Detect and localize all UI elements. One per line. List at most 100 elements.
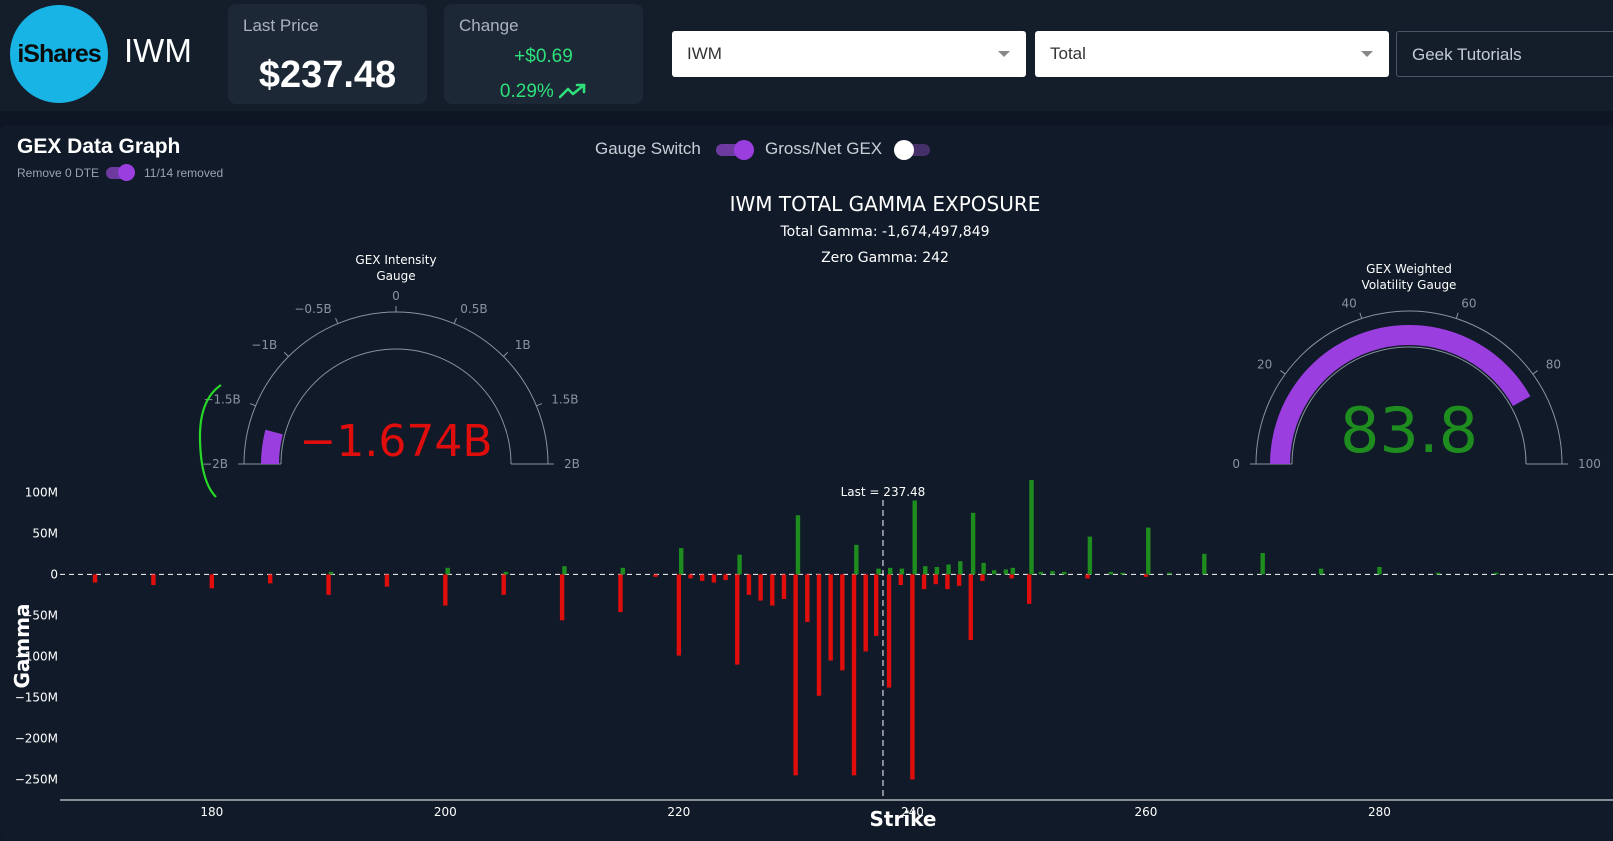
gauge-tick	[1532, 370, 1538, 375]
gross-net-toggle[interactable]	[894, 140, 930, 160]
gauge-tick-label: 40	[1341, 296, 1356, 310]
gamma-bar	[958, 561, 963, 575]
gamma-bar	[746, 574, 752, 595]
gamma-bar	[793, 574, 798, 776]
remove-0dte-toggle[interactable]	[106, 164, 135, 181]
gamma-bar	[1494, 572, 1499, 575]
gamma-bar	[758, 574, 763, 601]
ticker-select[interactable]: IWM	[672, 31, 1026, 77]
intensity-gauge-title: GEX Intensity	[355, 253, 436, 267]
last-price-label: Last = 237.48	[841, 485, 926, 499]
gamma-bar	[620, 567, 626, 575]
gauge-tick	[1359, 312, 1363, 319]
gamma-bar	[1061, 571, 1067, 575]
gauge-value-bar	[261, 429, 283, 465]
gauge-tick-label: 100	[1578, 457, 1601, 471]
gamma-bar	[1108, 571, 1114, 575]
gamma-bar	[1029, 480, 1034, 575]
gauge-tick-label: −0.5B	[294, 302, 331, 316]
logo-text: iShares	[17, 39, 101, 68]
toggle-knob	[118, 164, 135, 181]
gauge-tick-label: 20	[1257, 358, 1272, 372]
gamma-bar	[1026, 574, 1032, 604]
gamma-bar	[735, 574, 740, 665]
gamma-bar	[653, 574, 658, 577]
toggle-knob	[894, 140, 914, 160]
gamma-bar	[899, 568, 905, 575]
removed-status: 11/14 removed	[144, 166, 224, 180]
gamma-bar	[326, 574, 331, 595]
gamma-bar	[991, 570, 997, 575]
gamma-bar	[688, 574, 693, 579]
toggle-knob	[734, 140, 754, 160]
x-axis-title: Strike	[869, 807, 936, 831]
gamma-bar	[1010, 567, 1016, 575]
gamma-bar	[559, 574, 565, 621]
y-tick-label: 50M	[32, 526, 58, 540]
gauge-tick-label: 0	[392, 289, 400, 303]
gauge-tick	[453, 317, 457, 324]
gross-net-label: Gross/Net GEX	[765, 139, 883, 158]
gauge-tick-label: 1B	[515, 338, 531, 352]
gamma-bar	[886, 574, 892, 688]
total-gamma-text: Total Gamma: -1,674,497,849	[779, 224, 989, 240]
gamma-bar	[618, 574, 623, 613]
gamma-bar	[898, 574, 903, 586]
gamma-bar	[770, 574, 775, 606]
gamma-bar	[679, 548, 684, 575]
intensity-gauge-value: −1.674B	[299, 416, 492, 467]
gauge-tick	[335, 317, 339, 324]
last-price-label: Last Price	[243, 16, 319, 35]
change-percent-row: 0.29%	[444, 81, 643, 103]
gex-type-select-value: Total	[1050, 44, 1086, 63]
x-tick-label: 180	[200, 805, 223, 819]
gauge-outer-arc	[243, 311, 549, 465]
gamma-bar	[854, 544, 859, 575]
y-tick-label: 100M	[25, 485, 58, 499]
remove-0dte-label: Remove 0 DTE	[17, 166, 100, 180]
y-tick-label: −200M	[15, 731, 58, 745]
x-tick-label: 240	[901, 805, 924, 819]
gauge-inner-arc	[1291, 346, 1527, 465]
gauge-switch-toggle[interactable]	[716, 140, 754, 160]
gamma-bar	[1318, 568, 1324, 575]
gauge-inner-arc	[280, 348, 512, 465]
gauge-tick-label: 2B	[564, 457, 580, 471]
gauge-tick-label: 0.5B	[460, 302, 487, 316]
y-tick-label: −150M	[15, 690, 58, 704]
y-tick-label: 0	[50, 567, 58, 581]
y-tick-label: −50M	[22, 608, 58, 622]
top-bar: iShares IWM Last Price $237.48 Change +$…	[0, 0, 1613, 111]
annotation-bracket	[198, 384, 222, 498]
gamma-bar	[1435, 572, 1441, 575]
gamma-bar	[863, 574, 868, 652]
gamma-bar	[1050, 571, 1055, 575]
gamma-bar	[816, 574, 822, 696]
gamma-bar	[503, 571, 509, 575]
gamma-bar	[1038, 571, 1044, 575]
gauge-tick	[503, 351, 509, 357]
gamma-bar	[1167, 572, 1172, 575]
last-price-card: Last Price $237.48	[228, 4, 427, 104]
gamma-bar	[874, 574, 879, 636]
geek-tutorials-button[interactable]: Geek Tutorials	[1396, 31, 1613, 77]
gamma-bar	[737, 554, 742, 575]
gamma-bar	[1202, 553, 1207, 575]
gamma-bar	[1087, 536, 1093, 575]
gex-type-select[interactable]: Total	[1035, 31, 1389, 77]
gamma-bar	[946, 564, 951, 575]
gauge-tick-label: −1.5B	[203, 393, 240, 407]
gamma-bar	[1377, 566, 1382, 575]
intensity-gauge-subtitle: Gauge	[376, 269, 415, 283]
gamma-bar	[968, 574, 973, 640]
gamma-bar	[1009, 574, 1014, 579]
geek-tutorials-label: Geek Tutorials	[1412, 45, 1522, 64]
gamma-bar	[92, 574, 98, 583]
ticker-select-value: IWM	[687, 44, 722, 63]
gamma-bar-plot: 100M 50M 0 −50M −100M −150M −200M −250M 180 200 22…	[15, 480, 1613, 819]
chevron-down-icon	[1361, 51, 1373, 57]
gamma-bar	[851, 574, 857, 776]
gauge-value-bar	[1270, 325, 1531, 465]
gamma-bar	[384, 574, 390, 587]
